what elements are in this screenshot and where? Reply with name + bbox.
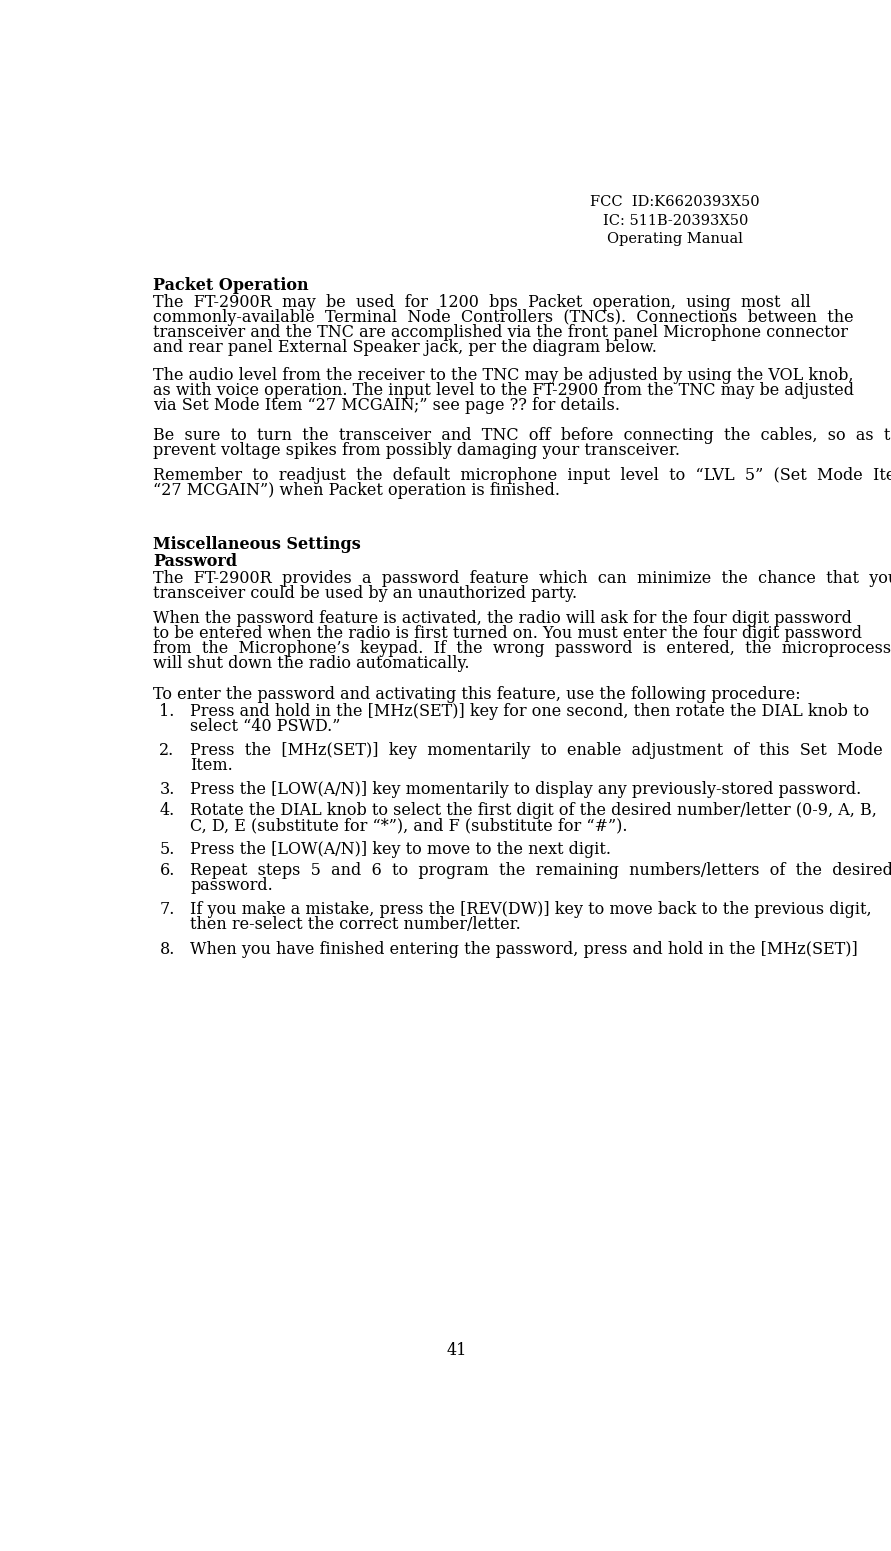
Text: 41: 41 (446, 1342, 467, 1359)
Text: When you have finished entering the password, press and hold in the [MHz(SET)]: When you have finished entering the pass… (191, 941, 858, 957)
Text: The audio level from the receiver to the TNC may be adjusted by using the VOL kn: The audio level from the receiver to the… (153, 368, 854, 385)
Text: C, D, E (substitute for “*”), and F (substitute for “#”).: C, D, E (substitute for “*”), and F (sub… (191, 817, 628, 834)
Text: 2.: 2. (159, 741, 175, 758)
Text: Press  the  [MHz(SET)]  key  momentarily  to  enable  adjustment  of  this  Set : Press the [MHz(SET)] key momentarily to … (191, 741, 883, 758)
Text: 4.: 4. (159, 802, 175, 819)
Text: will shut down the radio automatically.: will shut down the radio automatically. (153, 656, 470, 673)
Text: Press the [LOW(A/N)] key momentarily to display any previously-stored password.: Press the [LOW(A/N)] key momentarily to … (191, 782, 862, 799)
Text: If you make a mistake, press the [REV(DW)] key to move back to the previous digi: If you make a mistake, press the [REV(DW… (191, 901, 872, 918)
Text: Remember  to  readjust  the  default  microphone  input  level  to  “LVL  5”  (S: Remember to readjust the default microph… (153, 467, 891, 484)
Text: from  the  Microphone’s  keypad.  If  the  wrong  password  is  entered,  the  m: from the Microphone’s keypad. If the wro… (153, 641, 891, 658)
Text: 3.: 3. (159, 782, 175, 799)
Text: Packet Operation: Packet Operation (153, 278, 309, 295)
Text: 6.: 6. (159, 862, 175, 879)
Text: 8.: 8. (159, 941, 175, 957)
Text: 7.: 7. (159, 901, 175, 918)
Text: then re-select the correct number/letter.: then re-select the correct number/letter… (191, 917, 521, 934)
Text: Rotate the DIAL knob to select the first digit of the desired number/letter (0-9: Rotate the DIAL knob to select the first… (191, 802, 878, 819)
Text: via Set Mode Item “27 MCGAIN;” see page ?? for details.: via Set Mode Item “27 MCGAIN;” see page … (153, 397, 620, 414)
Text: Miscellaneous Settings: Miscellaneous Settings (153, 537, 361, 554)
Text: To enter the password and activating this feature, use the following procedure:: To enter the password and activating thi… (153, 686, 801, 703)
Text: Repeat  steps  5  and  6  to  program  the  remaining  numbers/letters  of  the : Repeat steps 5 and 6 to program the rema… (191, 862, 891, 879)
Text: commonly-available  Terminal  Node  Controllers  (TNCs).  Connections  between  : commonly-available Terminal Node Control… (153, 309, 854, 326)
Text: Press the [LOW(A/N)] key to move to the next digit.: Press the [LOW(A/N)] key to move to the … (191, 841, 611, 858)
Text: and rear panel External Speaker jack, per the diagram below.: and rear panel External Speaker jack, pe… (153, 340, 657, 357)
Text: FCC  ID:K6620393X50
IC: 511B-20393X50
Operating Manual: FCC ID:K6620393X50 IC: 511B-20393X50 Ope… (591, 195, 760, 247)
Text: When the password feature is activated, the radio will ask for the four digit pa: When the password feature is activated, … (153, 611, 852, 628)
Text: “27 MCGAIN”) when Packet operation is finished.: “27 MCGAIN”) when Packet operation is fi… (153, 482, 560, 499)
Text: password.: password. (191, 878, 274, 895)
Text: The  FT-2900R  may  be  used  for  1200  bps  Packet  operation,  using  most  a: The FT-2900R may be used for 1200 bps Pa… (153, 295, 811, 310)
Text: 1.: 1. (159, 703, 175, 720)
Text: to be entered when the radio is first turned on. You must enter the four digit p: to be entered when the radio is first tu… (153, 625, 862, 642)
Text: select “40 PSWD.”: select “40 PSWD.” (191, 718, 340, 735)
Text: as with voice operation. The input level to the FT-2900 from the TNC may be adju: as with voice operation. The input level… (153, 382, 854, 399)
Text: transceiver and the TNC are accomplished via the front panel Microphone connecto: transceiver and the TNC are accomplished… (153, 324, 848, 341)
Text: Item.: Item. (191, 757, 233, 774)
Text: Password: Password (153, 554, 237, 571)
Text: prevent voltage spikes from possibly damaging your transceiver.: prevent voltage spikes from possibly dam… (153, 442, 680, 459)
Text: 5.: 5. (159, 841, 175, 858)
Text: transceiver could be used by an unauthorized party.: transceiver could be used by an unauthor… (153, 585, 577, 602)
Text: Press and hold in the [MHz(SET)] key for one second, then rotate the DIAL knob t: Press and hold in the [MHz(SET)] key for… (191, 703, 870, 720)
Text: The  FT-2900R  provides  a  password  feature  which  can  minimize  the  chance: The FT-2900R provides a password feature… (153, 571, 891, 588)
Text: Be  sure  to  turn  the  transceiver  and  TNC  off  before  connecting  the  ca: Be sure to turn the transceiver and TNC … (153, 427, 891, 444)
